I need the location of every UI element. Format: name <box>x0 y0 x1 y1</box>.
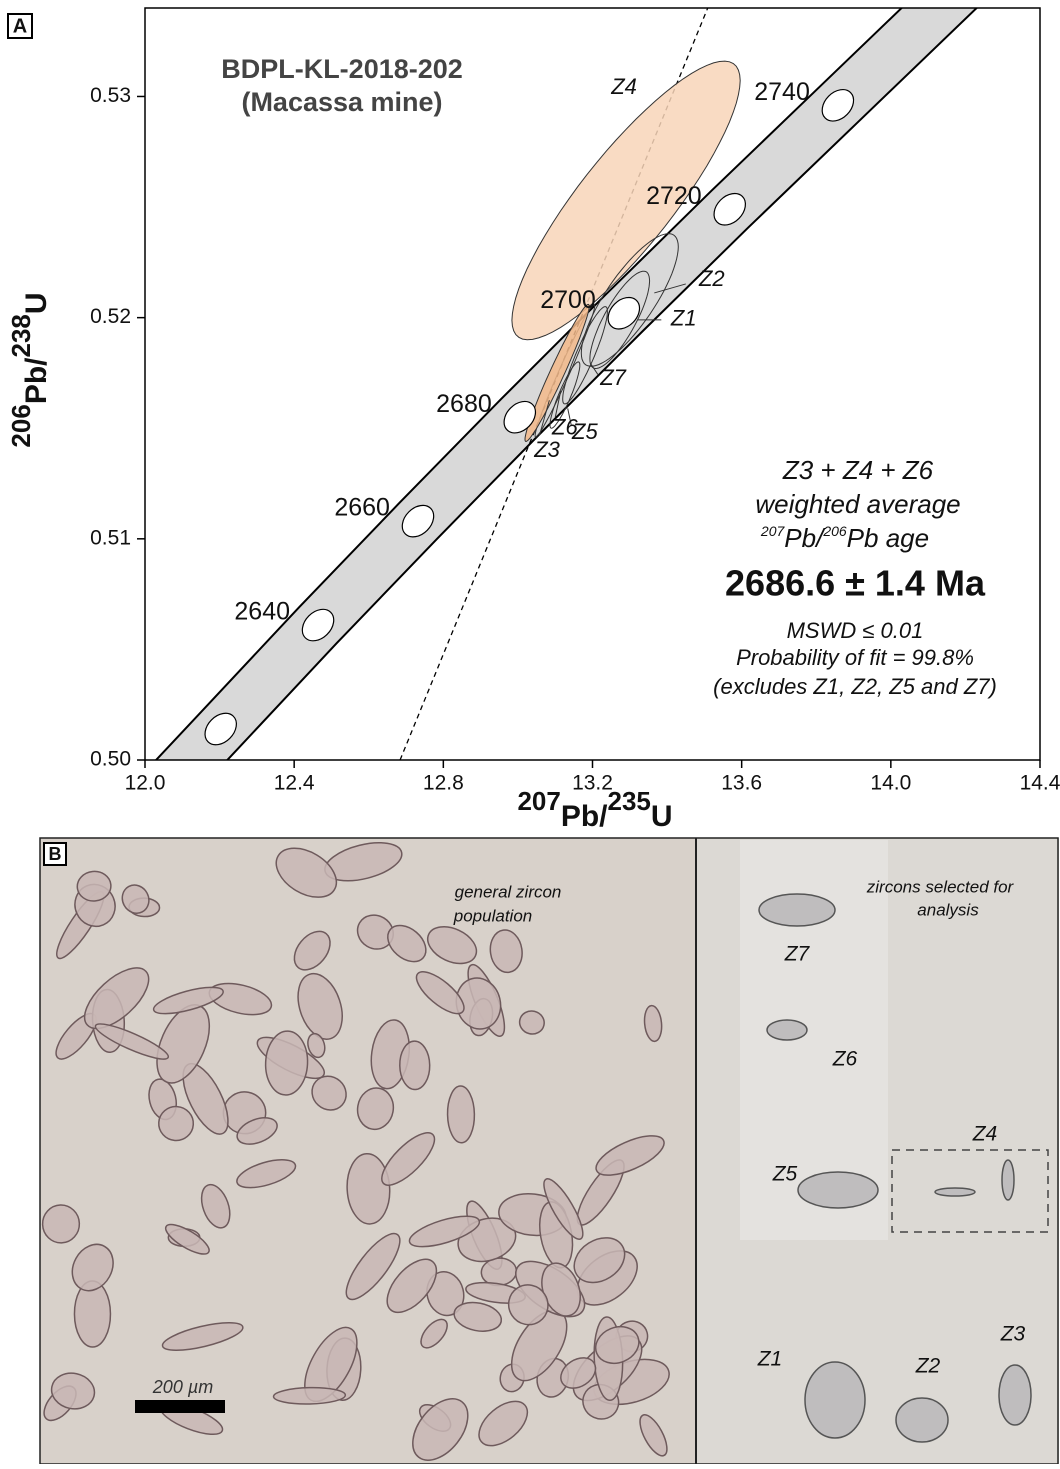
annotation: 207Pb/206Pb age <box>760 523 929 553</box>
x-axis-label: 207 <box>517 786 560 816</box>
y-axis-label: 238 <box>6 314 36 357</box>
annotation: 206 <box>822 523 847 539</box>
zircon-grain <box>399 1041 430 1090</box>
y-axis-label: 206Pb/238U <box>6 292 53 447</box>
x-tick-label: 12.8 <box>423 772 464 795</box>
zircon-grain <box>759 894 835 926</box>
grain-label: Z3 <box>1000 1323 1026 1346</box>
sample-title: (Macassa mine) <box>241 87 442 117</box>
zircon-grain <box>805 1362 865 1438</box>
age-label: 2680 <box>436 390 492 418</box>
y-axis-label: 206 <box>6 404 36 447</box>
grain-label: Z4 <box>972 1123 998 1146</box>
figure: A Z4Z2Z1Z7Z5Z6Z3264026602680270027202740… <box>0 0 1060 1464</box>
age-label: 2720 <box>646 182 702 210</box>
x-tick-label: 13.2 <box>572 772 613 795</box>
age-result: 2686.6 ± 1.4 Ma <box>725 563 986 604</box>
photo-panel: B general zircon population zircons sele… <box>38 836 1059 1464</box>
panel-label: B <box>49 844 62 864</box>
x-tick-label: 12.0 <box>125 772 166 795</box>
annotation: weighted average <box>755 489 960 519</box>
scale-bar <box>135 1400 225 1413</box>
zircon-grain <box>42 1204 80 1243</box>
grain-label: Z2 <box>915 1355 941 1378</box>
y-tick-label: 0.53 <box>90 84 131 107</box>
zircon-grain <box>798 1172 878 1208</box>
zircon-grain <box>935 1188 975 1196</box>
ellipse-label: Z1 <box>670 306 697 331</box>
ellipse-label: Z2 <box>698 266 725 291</box>
grain-label: Z7 <box>784 943 811 966</box>
x-axis-label: U <box>651 800 673 833</box>
age-label: 2700 <box>540 286 596 314</box>
annotation: Z3 + Z4 + Z6 <box>782 455 934 485</box>
caption: population <box>453 906 532 925</box>
y-axis-label: Pb/ <box>20 357 53 404</box>
grain-label: Z1 <box>757 1348 783 1371</box>
ellipse-label: Z3 <box>533 437 560 462</box>
y-axis-label: U <box>20 292 53 314</box>
caption: analysis <box>917 900 979 919</box>
x-axis-label: Pb/ <box>561 800 608 833</box>
annotation: 207 <box>760 523 786 539</box>
caption: general zircon <box>455 882 562 901</box>
zircon-grain <box>896 1398 948 1442</box>
zircon-grain <box>1002 1160 1014 1200</box>
x-axis-label: 235 <box>608 786 651 816</box>
annotation: Pb age <box>847 523 929 553</box>
age-label: 2660 <box>334 494 390 522</box>
sample-title: BDPL-KL-2018-202 <box>221 54 463 84</box>
zircon-grain <box>447 1086 475 1143</box>
x-tick-label: 14.4 <box>1020 772 1060 795</box>
x-tick-label: 13.6 <box>721 772 762 795</box>
annotation: Probability of fit = 99.8% <box>736 645 974 670</box>
age-label: 2640 <box>234 598 290 626</box>
panel-label: A <box>13 15 27 37</box>
annotation: Pb/ <box>784 523 826 553</box>
annotation: (excludes Z1, Z2, Z5 and Z7) <box>713 674 997 699</box>
scale-label: 200 µm <box>152 1377 213 1397</box>
zircon-grain <box>999 1365 1031 1425</box>
annotation: MSWD ≤ 0.01 <box>787 618 924 643</box>
y-tick-label: 0.52 <box>90 305 131 328</box>
x-tick-label: 14.0 <box>870 772 911 795</box>
y-tick-label: 0.51 <box>90 526 131 549</box>
grain-label: Z6 <box>832 1048 858 1071</box>
caption: zircons selected for <box>866 877 1015 896</box>
x-tick-label: 12.4 <box>274 772 315 795</box>
y-tick-label: 0.50 <box>90 748 131 771</box>
grain-label: Z5 <box>772 1163 798 1186</box>
age-label: 2740 <box>754 78 810 106</box>
ellipse-label: Z4 <box>610 74 637 99</box>
ellipse-label: Z7 <box>599 365 626 390</box>
zircon-grain <box>767 1020 807 1040</box>
